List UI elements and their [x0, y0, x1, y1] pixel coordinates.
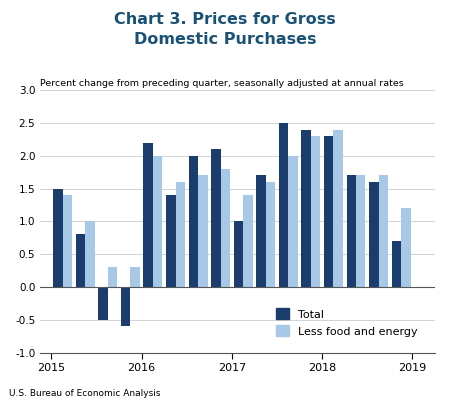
- Bar: [378, 176, 388, 287]
- Text: Percent change from preceding quarter, seasonally adjusted at annual rates: Percent change from preceding quarter, s…: [40, 79, 404, 88]
- Bar: [76, 234, 85, 287]
- Bar: [369, 182, 378, 287]
- Bar: [108, 267, 117, 287]
- Bar: [356, 176, 365, 287]
- Bar: [99, 287, 108, 320]
- Bar: [302, 130, 311, 287]
- Bar: [198, 176, 207, 287]
- Bar: [121, 287, 130, 326]
- Bar: [279, 123, 288, 287]
- Bar: [85, 221, 94, 287]
- Text: U.S. Bureau of Economic Analysis: U.S. Bureau of Economic Analysis: [9, 389, 161, 398]
- Bar: [153, 156, 162, 287]
- Bar: [144, 143, 153, 287]
- Bar: [346, 176, 356, 287]
- Text: Chart 3. Prices for Gross
Domestic Purchases: Chart 3. Prices for Gross Domestic Purch…: [114, 12, 336, 47]
- Bar: [333, 130, 343, 287]
- Bar: [176, 182, 185, 287]
- Bar: [166, 195, 176, 287]
- Bar: [53, 188, 63, 287]
- Bar: [63, 195, 72, 287]
- Bar: [401, 208, 411, 287]
- Bar: [243, 195, 252, 287]
- Bar: [189, 156, 198, 287]
- Bar: [256, 176, 266, 287]
- Bar: [324, 136, 333, 287]
- Legend: Total, Less food and energy: Total, Less food and energy: [276, 308, 418, 336]
- Bar: [130, 267, 140, 287]
- Bar: [266, 182, 275, 287]
- Bar: [392, 241, 401, 287]
- Bar: [311, 136, 320, 287]
- Bar: [234, 221, 243, 287]
- Bar: [288, 156, 298, 287]
- Bar: [211, 149, 220, 287]
- Bar: [220, 169, 230, 287]
